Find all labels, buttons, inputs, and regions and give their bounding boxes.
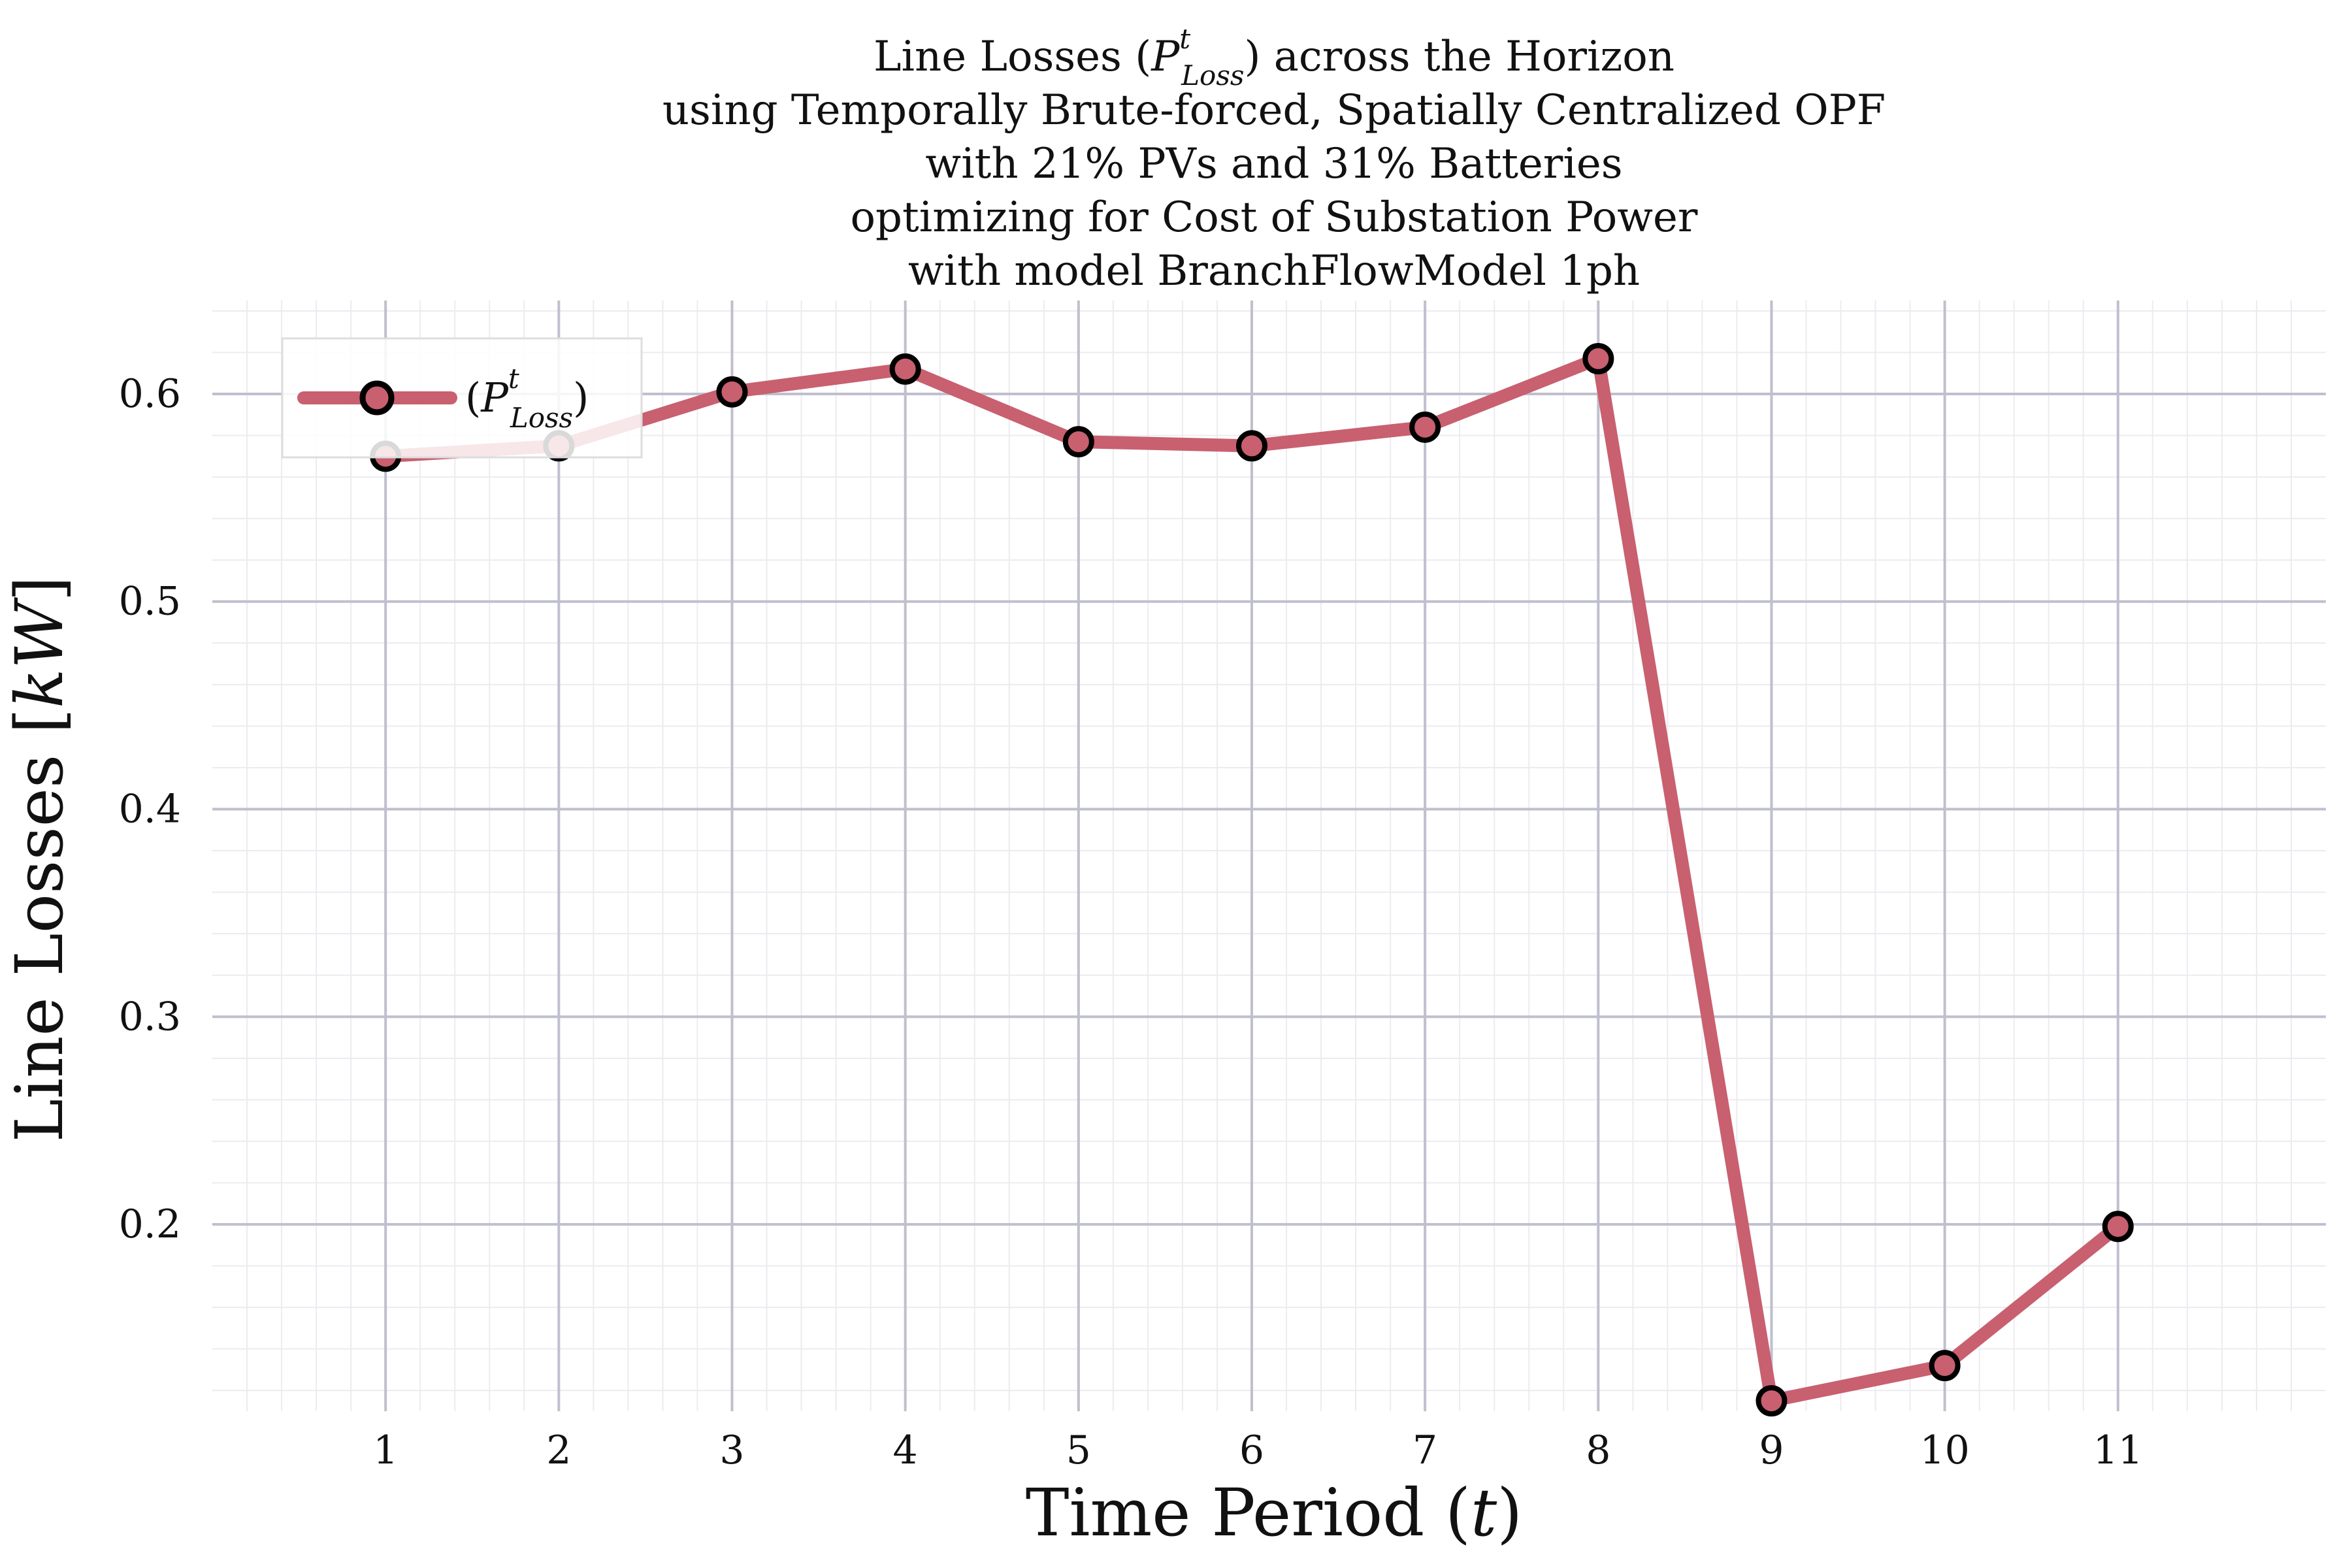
- y-tick-label: 0.3: [119, 994, 181, 1039]
- legend-label: (Pt Loss): [465, 363, 589, 434]
- x-tick-labels: 1 2 3 4 5 6 7 8 9 10 11: [373, 1428, 2143, 1473]
- major-grid: [212, 301, 2326, 1411]
- legend-symbol: P: [480, 374, 509, 421]
- title-subscript: Loss: [1181, 59, 1244, 91]
- title-line-3: with 21% PVs and 31% Batteries: [925, 140, 1622, 188]
- x-tick-label: 7: [1413, 1428, 1437, 1473]
- title-line-2: using Temporally Brute-forced, Spatially…: [662, 86, 1886, 135]
- title-suffix: ) across the Horizon: [1244, 33, 1674, 81]
- x-tick-label: 2: [546, 1428, 571, 1473]
- legend: (Pt Loss): [281, 337, 643, 459]
- x-tick-label: 9: [1759, 1428, 1784, 1473]
- series-points-group: [370, 342, 2134, 1417]
- data-point: [1929, 1350, 1961, 1382]
- legend-marker-swatch: [359, 380, 395, 416]
- x-axis-label-close: ): [1497, 1475, 1522, 1551]
- x-axis-label-text: Time Period (: [1026, 1475, 1471, 1551]
- legend-superscript: t: [508, 363, 519, 395]
- chart-title: Line Losses (Pt Loss) across the Horizon …: [662, 23, 1886, 295]
- x-tick-label: 1: [373, 1428, 398, 1473]
- data-point: [2102, 1211, 2134, 1243]
- y-tick-label: 0.4: [119, 787, 181, 832]
- x-axis-label-var: t: [1471, 1475, 1497, 1551]
- title-superscript: t: [1179, 23, 1190, 55]
- y-tick-label: 0.6: [119, 371, 181, 417]
- x-tick-label: 11: [2093, 1428, 2143, 1473]
- data-point: [889, 353, 921, 385]
- y-tick-labels: 0.2 0.3 0.4 0.5 0.6: [119, 371, 181, 1247]
- title-symbol: P: [1151, 33, 1180, 81]
- data-point: [1582, 342, 1614, 374]
- data-point: [1235, 430, 1267, 462]
- y-axis-label-text: Line Losses [: [1, 708, 78, 1142]
- title-prefix: Line Losses (: [874, 33, 1151, 81]
- data-point: [1409, 411, 1441, 443]
- x-tick-label: 3: [719, 1428, 744, 1473]
- legend-close: ): [573, 374, 589, 421]
- title-line-1: Line Losses (Pt Loss) across the Horizon: [874, 23, 1674, 91]
- legend-subscript: Loss: [510, 402, 573, 434]
- x-tick-label: 4: [893, 1428, 918, 1473]
- title-line-5: with model BranchFlowModel 1ph: [908, 247, 1640, 295]
- legend-open: (: [465, 374, 481, 421]
- y-axis-label-unit: kW: [1, 596, 78, 708]
- y-axis-label: Line Losses [kW]: [1, 576, 78, 1143]
- y-tick-label: 0.2: [119, 1201, 181, 1247]
- y-axis-label-close: ]: [1, 576, 78, 602]
- x-tick-label: 5: [1066, 1428, 1091, 1473]
- x-axis-label: Time Period (t): [1026, 1475, 1522, 1551]
- x-tick-label: 10: [1919, 1428, 1969, 1473]
- x-tick-label: 6: [1239, 1428, 1264, 1473]
- minor-grid: [212, 301, 2326, 1411]
- title-line-4: optimizing for Cost of Substation Power: [851, 193, 1698, 242]
- x-tick-label: 8: [1586, 1428, 1610, 1473]
- data-point: [1062, 426, 1094, 458]
- data-point: [716, 376, 748, 408]
- y-tick-label: 0.5: [119, 579, 181, 625]
- data-point: [1756, 1385, 1788, 1417]
